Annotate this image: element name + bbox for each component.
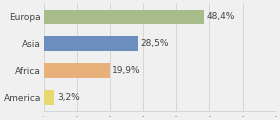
Bar bbox=[44, 90, 54, 105]
Bar bbox=[44, 63, 109, 78]
Bar bbox=[44, 36, 138, 51]
Text: 28,5%: 28,5% bbox=[141, 39, 169, 48]
Text: 48,4%: 48,4% bbox=[207, 12, 235, 21]
Text: 19,9%: 19,9% bbox=[112, 66, 141, 75]
Text: 3,2%: 3,2% bbox=[57, 93, 80, 102]
Bar bbox=[44, 9, 204, 24]
